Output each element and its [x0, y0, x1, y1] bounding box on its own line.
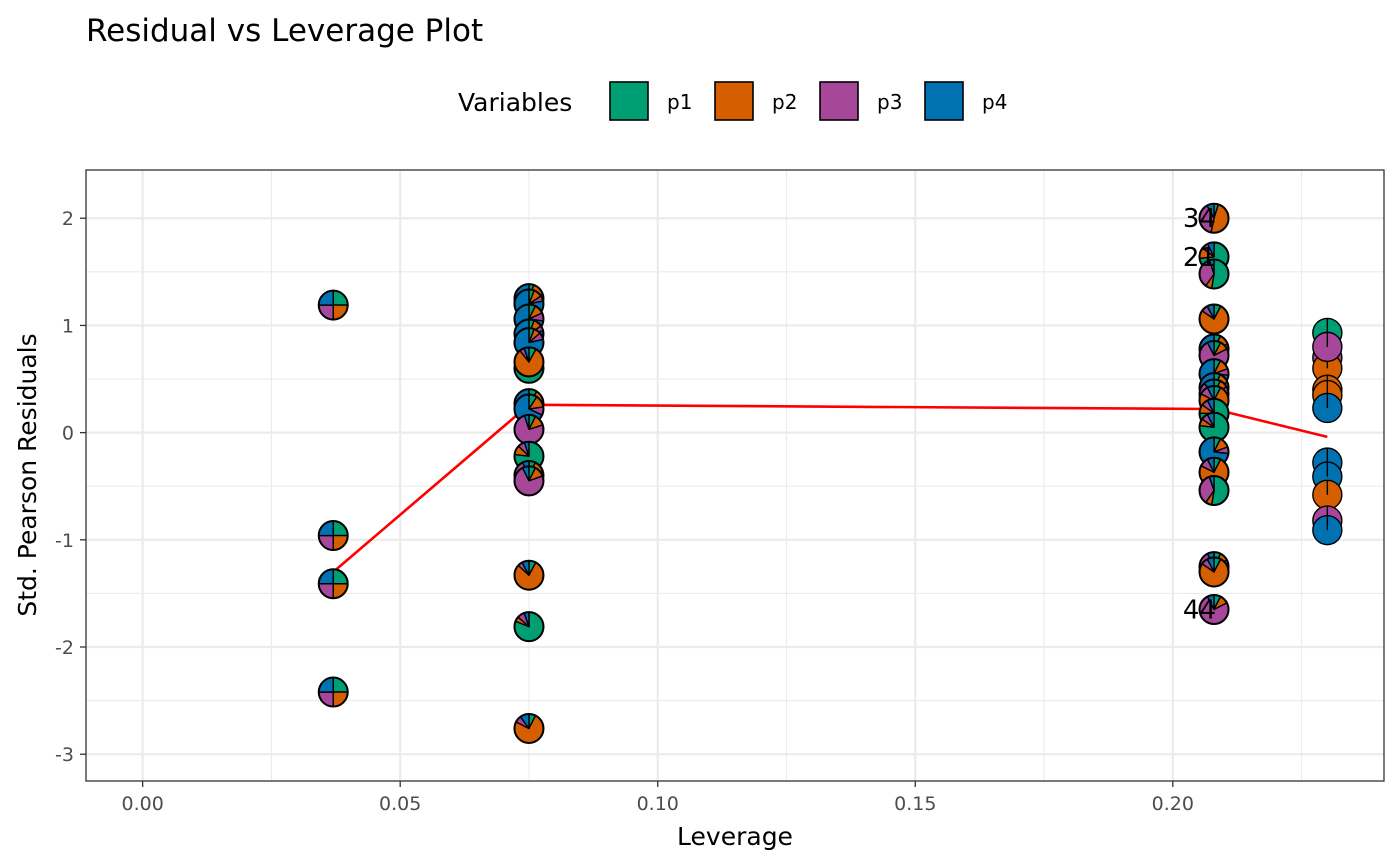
x-tick-label: 0.15 [894, 793, 936, 815]
x-axis-title: Leverage [677, 822, 793, 851]
data-point [1198, 556, 1230, 588]
y-tick-label: -2 [55, 637, 74, 659]
data-point [513, 413, 545, 445]
y-tick-label: 2 [62, 208, 74, 230]
legend: Variables p1 p2 p3 p4 [458, 81, 1007, 121]
point-labels-layer: 34 21 44 [1183, 204, 1216, 625]
data-point [1312, 479, 1343, 510]
trend-layer [332, 403, 1328, 573]
pie-outline [513, 346, 545, 378]
legend-title: Variables [458, 88, 572, 117]
data-point [513, 611, 545, 643]
data-point [1312, 392, 1343, 424]
y-tick-label: -3 [55, 744, 74, 766]
pie-outline [513, 465, 545, 497]
legend-label-p4: p4 [982, 90, 1007, 114]
data-point [1312, 331, 1343, 363]
data-point [317, 568, 349, 600]
pie-outline [317, 568, 349, 600]
pie-outline [1198, 258, 1230, 290]
points-layer [317, 202, 1343, 744]
legend-key-p1 [609, 81, 649, 121]
pie-outline [1198, 202, 1230, 234]
data-point [1198, 593, 1230, 625]
data-point [513, 712, 545, 744]
point-label: 44 [1183, 595, 1216, 625]
data-point [317, 289, 349, 321]
y-tick-label: 0 [62, 423, 74, 445]
x-tick-label: 0.20 [1152, 793, 1194, 815]
x-tick-label: 0.05 [379, 793, 421, 815]
panel-border [85, 169, 1385, 782]
pie-outline [317, 289, 349, 321]
data-point [513, 559, 545, 591]
pie-outline [1198, 556, 1230, 588]
data-point [1198, 411, 1230, 443]
x-tick-label: 0.10 [637, 793, 679, 815]
legend-label-p3: p3 [877, 90, 902, 114]
legend-key-p2 [714, 81, 754, 121]
data-point [1198, 202, 1230, 234]
data-point [317, 676, 349, 708]
data-point [1198, 475, 1230, 507]
axes: 0.00 0.05 0.10 0.15 0.20 -3 -2 -1 0 1 2 [55, 208, 1194, 815]
y-axis-title: Std. Pearson Residuals [13, 333, 42, 616]
data-point [513, 346, 545, 378]
pie-outline [317, 676, 349, 708]
pie-outline [513, 712, 545, 744]
data-point [317, 520, 349, 552]
pie-outline [513, 559, 545, 591]
chart-title: Residual vs Leverage Plot [86, 13, 483, 49]
y-tick-label: -1 [55, 530, 74, 552]
data-point [513, 465, 545, 497]
pie-outline [1198, 303, 1230, 335]
legend-label-p2: p2 [772, 90, 797, 114]
pie-outline [1198, 475, 1230, 507]
data-point [1198, 258, 1230, 290]
grid [86, 170, 1384, 781]
y-tick-label: 1 [62, 315, 74, 337]
pie-outline [1198, 593, 1230, 625]
data-point [1312, 514, 1343, 546]
x-tick-label: 0.00 [122, 793, 164, 815]
point-label: 21 [1183, 243, 1216, 273]
pie-outline [317, 520, 349, 552]
legend-key-p4 [924, 81, 964, 121]
data-point [1198, 303, 1230, 335]
legend-label-p1: p1 [667, 90, 692, 114]
point-label: 34 [1183, 204, 1216, 234]
pie-outline [513, 611, 545, 643]
legend-key-p3 [819, 81, 859, 121]
trend-line [332, 403, 1328, 573]
